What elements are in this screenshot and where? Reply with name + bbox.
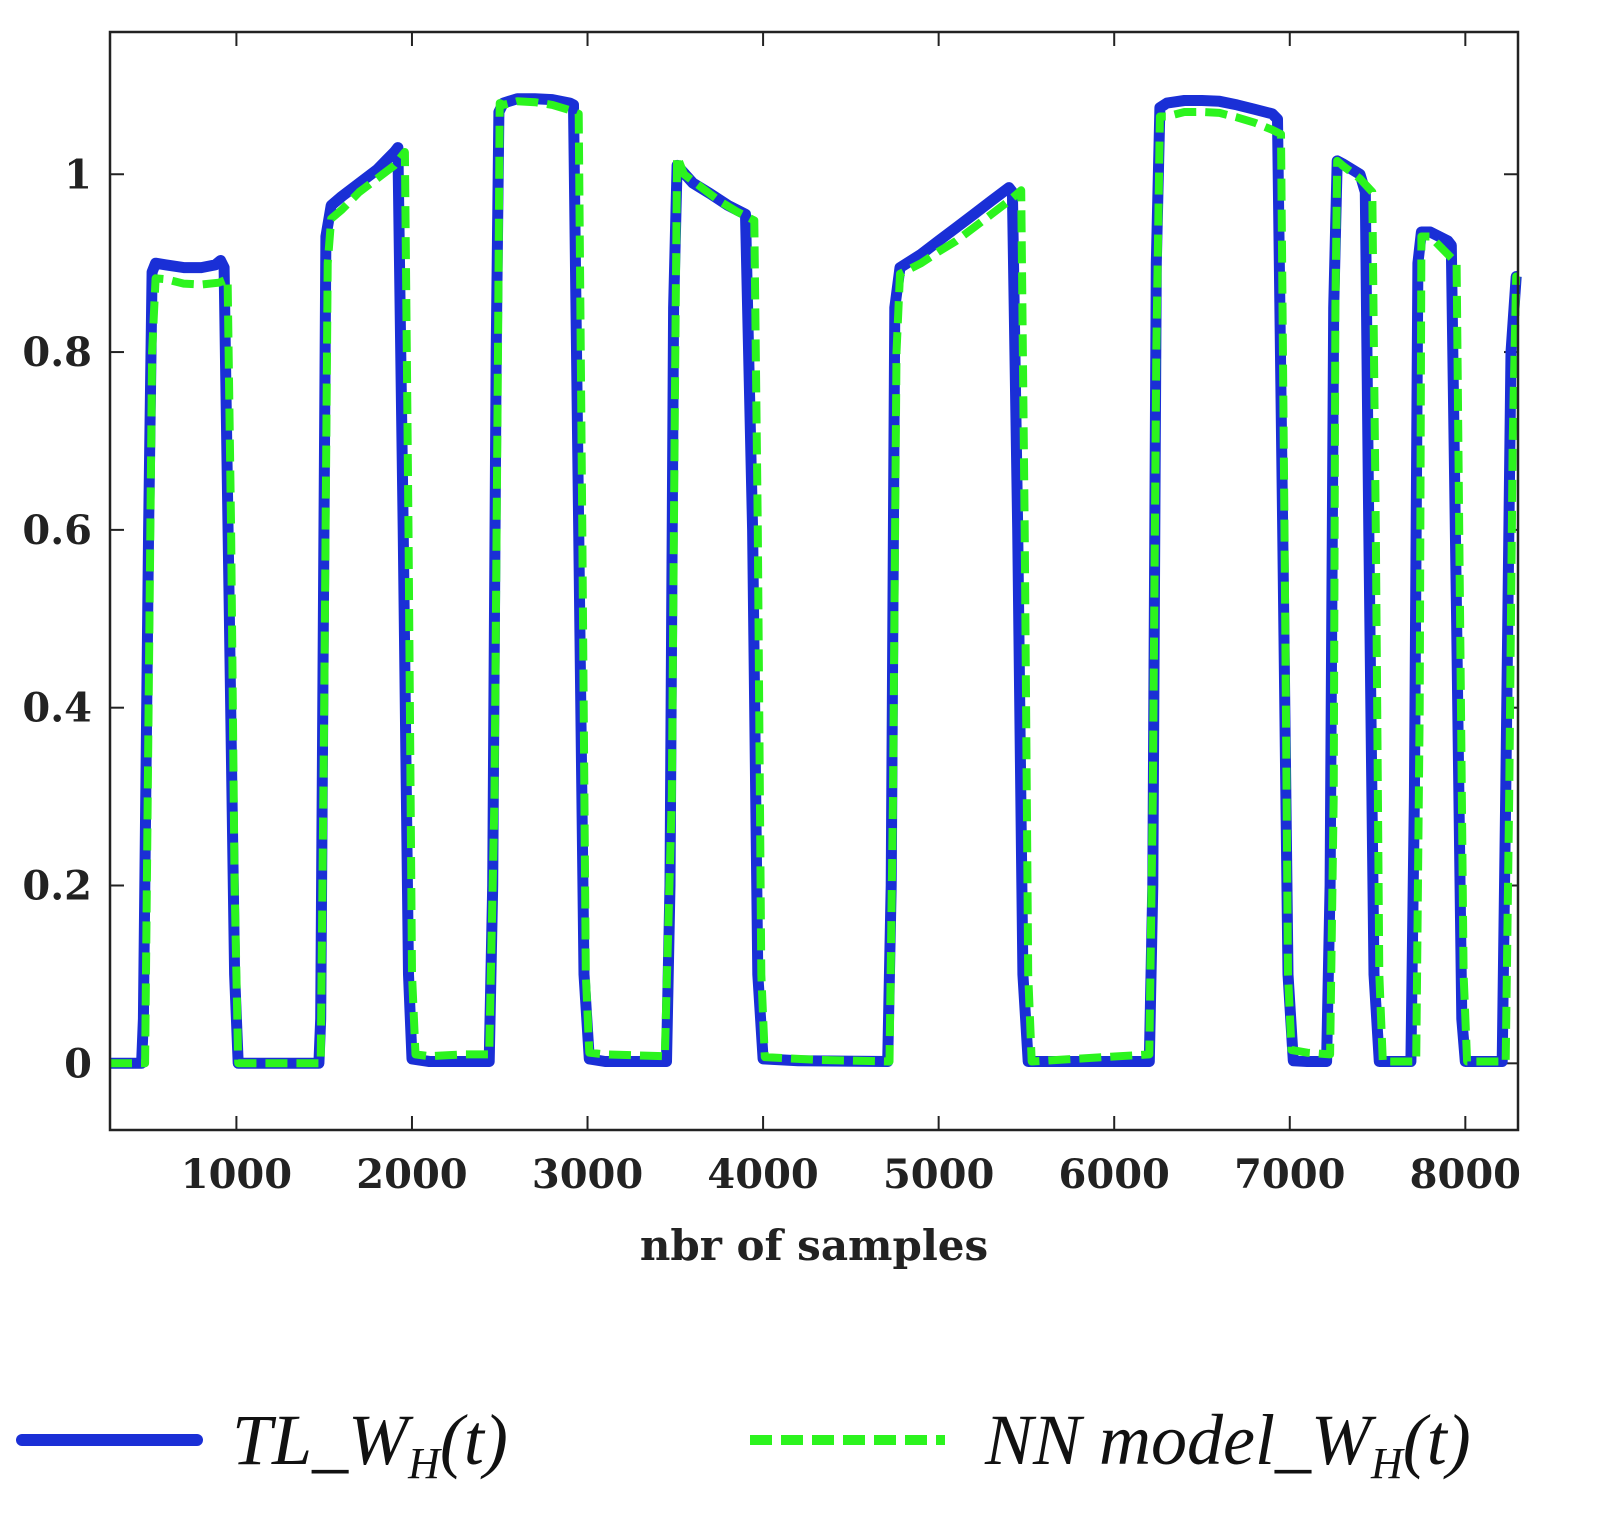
y-tick-label: 0.8: [22, 329, 92, 376]
x-tick-label: 3000: [532, 1151, 643, 1198]
x-tick-label: 2000: [356, 1151, 467, 1198]
x-axis-tick-labels: 1000 2000 3000 4000 5000 6000 7000 8000: [181, 1151, 1521, 1198]
legend: TL_WH(t) NN model_WH(t): [16, 1400, 1471, 1488]
x-tick-label: 5000: [883, 1151, 994, 1198]
plot-frame: [108, 30, 1520, 1132]
data-series: [110, 93, 1522, 1069]
y-axis-tick-labels: 0 0.2 0.4 0.6 0.8 1: [22, 151, 92, 1087]
x-tick-label: 6000: [1059, 1151, 1170, 1198]
legend-label: TL_WH(t): [232, 1400, 508, 1488]
y-tick-label: 1: [64, 151, 92, 198]
x-tick-label: 8000: [1410, 1151, 1521, 1198]
x-tick-label: 7000: [1234, 1151, 1345, 1198]
series-line-nn-model: [110, 97, 1521, 1068]
x-tick-label: 1000: [181, 1151, 292, 1198]
legend-entry-nn-model: NN model_WH(t): [750, 1400, 1471, 1488]
y-tick-label: 0.4: [22, 685, 92, 732]
y-tick-label: 0: [64, 1040, 92, 1087]
legend-label: NN model_WH(t): [984, 1400, 1471, 1488]
x-axis-label: nbr of samples: [640, 1221, 988, 1270]
y-tick-label: 0.6: [22, 507, 92, 554]
legend-entry-tl: TL_WH(t): [16, 1400, 508, 1488]
x-tick-label: 4000: [707, 1151, 818, 1198]
y-tick-label: 0.2: [22, 863, 92, 910]
